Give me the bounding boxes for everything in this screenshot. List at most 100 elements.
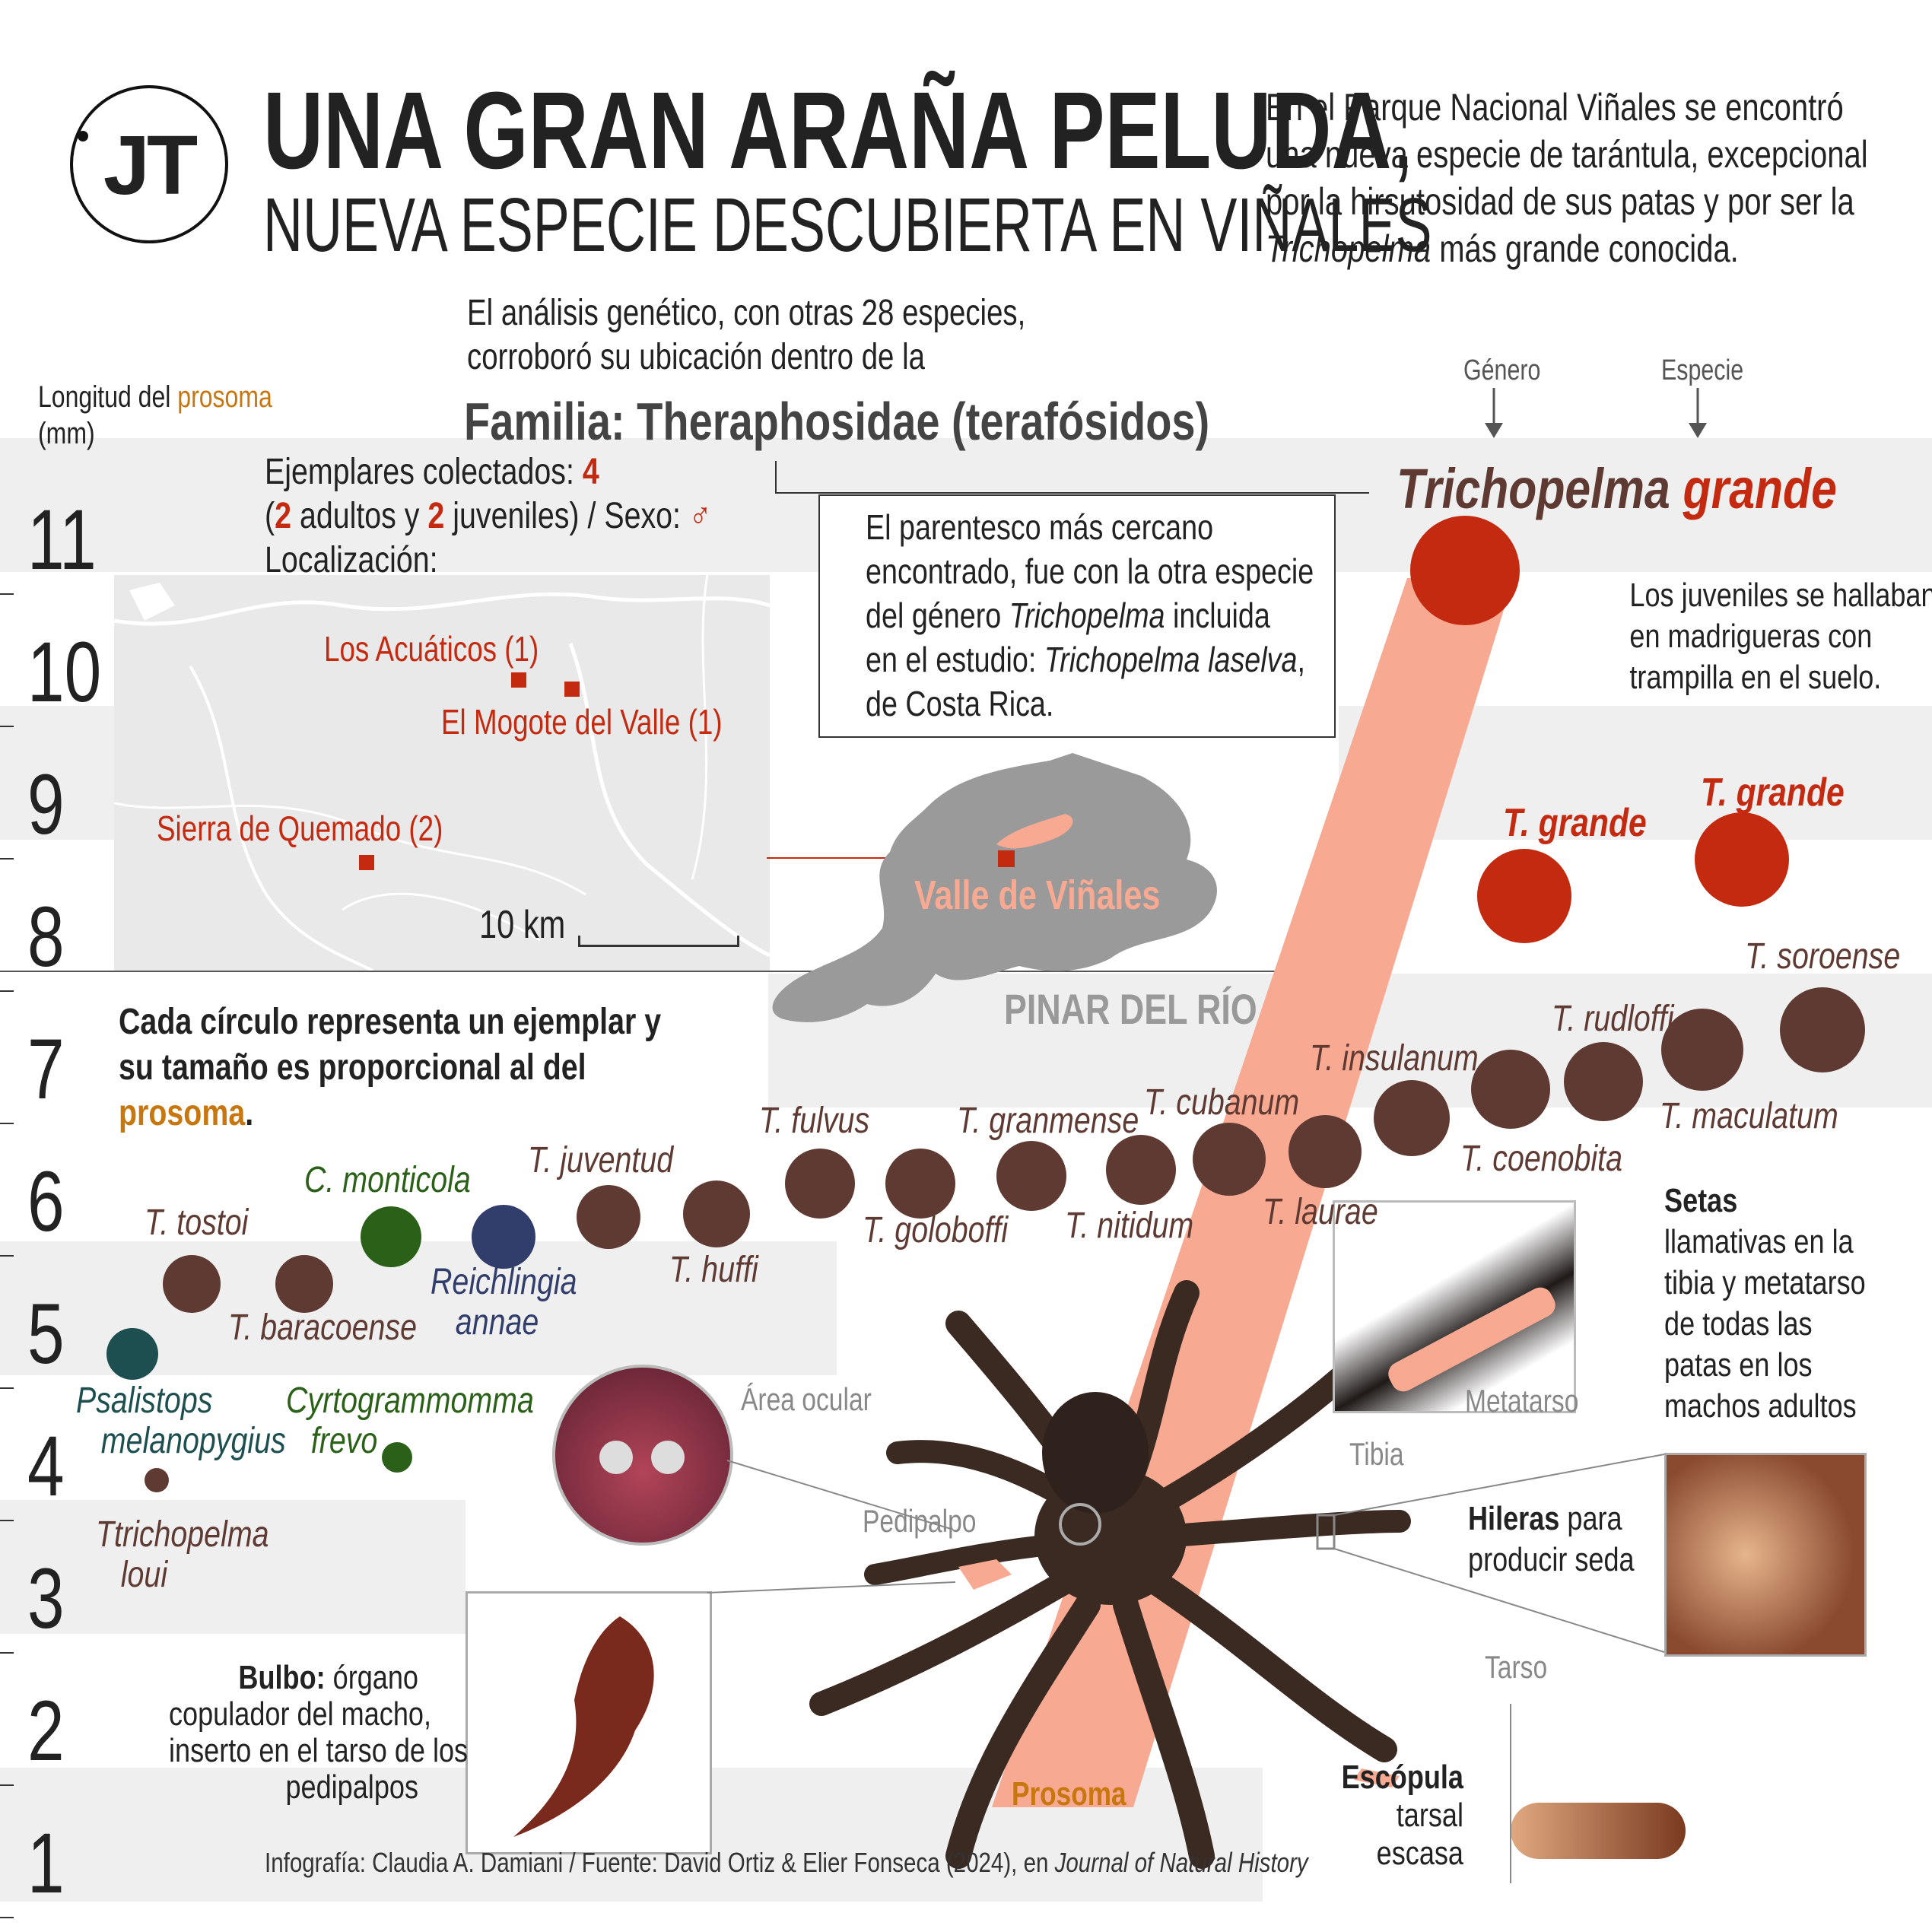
specimen-label: T. rudloffi bbox=[1552, 999, 1674, 1039]
legend-note: Cada círculo representa un ejemplar y su… bbox=[119, 999, 661, 1136]
specimen-label: T. coenobita bbox=[1460, 1139, 1623, 1179]
eye-area-photo bbox=[552, 1365, 733, 1546]
kinship-line5: de Costa Rica. bbox=[866, 684, 1054, 723]
bulb-photo bbox=[466, 1591, 712, 1854]
specimen-label: Cyrtogrammomma frevo bbox=[286, 1381, 534, 1461]
specimen-label: T. granmense bbox=[957, 1101, 1139, 1141]
specimen-point bbox=[275, 1255, 333, 1313]
intro-line4-italic: Trichopelma bbox=[1266, 227, 1432, 270]
specimen-label: T. fulvus bbox=[759, 1101, 870, 1141]
intro-line1: En el Parque Nacional Viñales se encontr… bbox=[1266, 86, 1844, 129]
band-3 bbox=[0, 1500, 466, 1634]
logo: JT bbox=[70, 85, 228, 243]
juveniles-line3: trampilla en el suelo. bbox=[1629, 659, 1882, 696]
tarso-label: Tarso bbox=[1485, 1649, 1548, 1685]
title-comma: , bbox=[1391, 69, 1415, 192]
genero-label: Género bbox=[1463, 354, 1541, 386]
y-tick-mark bbox=[0, 726, 14, 727]
y-tick-mark bbox=[0, 1255, 14, 1257]
juveniles-line2: en madrigueras con bbox=[1629, 618, 1873, 655]
kinship-line3: del género Trichopelma incluida bbox=[866, 596, 1270, 635]
specimen-point bbox=[1374, 1080, 1450, 1156]
especie-label: Especie bbox=[1661, 354, 1744, 386]
specimen-point bbox=[472, 1205, 535, 1269]
pinar-del-rio-map bbox=[767, 753, 1217, 1022]
specimen-point bbox=[885, 1149, 955, 1219]
y-tick-mark bbox=[0, 858, 14, 860]
specimen-label: Reichlingia annae bbox=[431, 1262, 577, 1343]
map-panel: Los Acuáticos (1) El Mogote del Valle (1… bbox=[114, 575, 770, 971]
escopula-line2: escasa bbox=[1376, 1835, 1463, 1872]
loc2-label: El Mogote del Valle (1) bbox=[441, 702, 723, 742]
legend-line3: prosoma. bbox=[119, 1093, 254, 1133]
specimens-line1: Ejemplares colectados: 4 bbox=[265, 452, 599, 492]
tibia-photo bbox=[1333, 1200, 1576, 1413]
intro-text: En el Parque Nacional Viñales se encontr… bbox=[1266, 84, 1932, 272]
specimen-label: T. grande bbox=[1701, 771, 1845, 815]
intro-line2: una nueva especie de tarántula, excepcio… bbox=[1266, 133, 1868, 176]
intro-line3: por la hirsutosidad de sus patas y por s… bbox=[1266, 180, 1854, 223]
specimen-point bbox=[1410, 516, 1520, 625]
kinship-line1: El parentesco más cercano bbox=[866, 507, 1214, 547]
specimen-label: T. nitidum bbox=[1065, 1206, 1194, 1246]
y-tick-mark bbox=[0, 1387, 14, 1389]
specimen-point bbox=[683, 1180, 750, 1247]
specimens-info: Ejemplares colectados: 4 (2 adultos y 2 … bbox=[265, 450, 711, 583]
escopula-line1: tarsal bbox=[1396, 1797, 1463, 1834]
kinship-box: El parentesco más cercano encontrado, fu… bbox=[818, 494, 1336, 738]
y-tick-label: 8 bbox=[27, 889, 65, 984]
specimen-point bbox=[1695, 812, 1789, 907]
scopula-photo bbox=[1511, 1803, 1686, 1859]
new-species: grande bbox=[1683, 457, 1837, 520]
spinnerets-photo bbox=[1664, 1453, 1867, 1657]
credit: Infografía: Claudia A. Damiani / Fuente:… bbox=[265, 1847, 1308, 1878]
genetic-line1: El análisis genético, con otras 28 espec… bbox=[467, 293, 1026, 333]
hileras-line1: Hileras para bbox=[1468, 1500, 1622, 1537]
specimen-label: Psalistops melanopygius bbox=[76, 1381, 286, 1461]
specimen-point bbox=[163, 1255, 221, 1313]
specimen-label: T. cubanum bbox=[1144, 1082, 1300, 1123]
legend-line2: su tamaño es proporcional al del bbox=[119, 1047, 586, 1088]
specimen-point bbox=[1661, 1009, 1743, 1091]
specimen-label: Ttrichopelma loui bbox=[96, 1514, 269, 1595]
setas-title: Setas bbox=[1664, 1182, 1738, 1219]
specimen-label: T. soroense bbox=[1745, 936, 1901, 977]
specimen-point bbox=[1289, 1115, 1362, 1188]
setas-line3: de todas las bbox=[1664, 1305, 1813, 1343]
specimen-point bbox=[382, 1442, 412, 1473]
specimen-label: T. insulanum bbox=[1310, 1038, 1479, 1079]
intro-line4-rest: más grande conocida. bbox=[1431, 227, 1739, 270]
axis-title: Longitud del prosoma (mm) bbox=[38, 380, 272, 450]
logo-text: JT bbox=[103, 119, 198, 212]
setas-line4: patas en los bbox=[1664, 1346, 1813, 1384]
pedipalpo-label: Pedipalpo bbox=[863, 1503, 977, 1539]
logo-dot bbox=[78, 131, 88, 141]
bulbo-line3: inserto en el tarso de los bbox=[169, 1732, 469, 1769]
specimen-label: T. juventud bbox=[528, 1140, 674, 1180]
loc2-marker bbox=[564, 682, 580, 697]
map-roads bbox=[114, 575, 770, 971]
y-tick-label: 5 bbox=[27, 1286, 65, 1381]
genetic-line2: corroboró su ubicación dentro de la bbox=[467, 337, 925, 377]
specimen-point bbox=[1193, 1123, 1266, 1196]
new-species-name: Trichopelma grande bbox=[1397, 456, 1837, 521]
kinship-line4: en el estudio: Trichopelma laselva, bbox=[866, 640, 1305, 679]
tibia-label: Tibia bbox=[1349, 1436, 1404, 1472]
specimen-point bbox=[1477, 849, 1571, 943]
y-tick-label: 6 bbox=[27, 1154, 65, 1249]
legend-line1: Cada círculo representa un ejemplar y bbox=[119, 1002, 662, 1042]
specimen-point bbox=[1106, 1135, 1176, 1205]
y-tick-label: 1 bbox=[27, 1816, 65, 1911]
specimen-point bbox=[785, 1149, 855, 1219]
escopula-text: Escópula tarsal escasa bbox=[1270, 1759, 1463, 1873]
scale-label: 10 km bbox=[479, 903, 566, 947]
y-tick-label: 7 bbox=[27, 1022, 65, 1117]
divider-line bbox=[0, 971, 1293, 972]
kinship-line2: encontrado, fue con la otra especie bbox=[866, 551, 1314, 591]
specimen-point bbox=[996, 1141, 1066, 1211]
specimen-label: T. maculatum bbox=[1660, 1096, 1838, 1136]
specimen-label: T. huffi bbox=[669, 1250, 758, 1290]
y-tick-mark bbox=[0, 1123, 14, 1124]
scale-bar bbox=[578, 936, 739, 947]
